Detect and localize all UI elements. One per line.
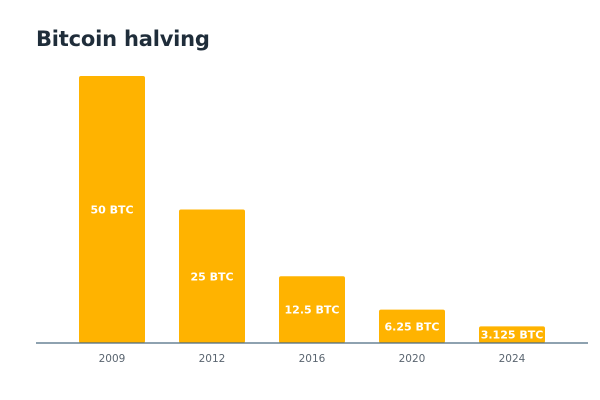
bar-value-label-2016: 12.5 BTC	[285, 304, 340, 317]
bar-value-label-2020: 6.25 BTC	[385, 320, 440, 333]
bar-2020	[379, 309, 445, 343]
x-tick-labels: 2009 2012 2016 2020 2024	[99, 353, 526, 365]
x-tick-label-2020: 2020	[399, 353, 426, 365]
bar-2024	[479, 326, 545, 343]
bar-2012	[179, 209, 245, 343]
bars-group: 50 BTC 25 BTC 12.5 BTC 6.25 BTC 3.125 BTC	[79, 76, 545, 343]
bar-2016	[279, 276, 345, 343]
x-tick-label-2009: 2009	[99, 353, 126, 365]
chart-title: Bitcoin halving	[36, 27, 210, 51]
x-tick-label-2016: 2016	[299, 353, 326, 365]
bar-value-label-2012: 25 BTC	[190, 270, 233, 283]
x-tick-label-2024: 2024	[499, 353, 526, 365]
bar-value-label-2009: 50 BTC	[90, 204, 133, 217]
x-tick-label-2012: 2012	[199, 353, 226, 365]
bar-value-label-2024: 3.125 BTC	[481, 329, 544, 342]
bar-2009	[79, 76, 145, 343]
